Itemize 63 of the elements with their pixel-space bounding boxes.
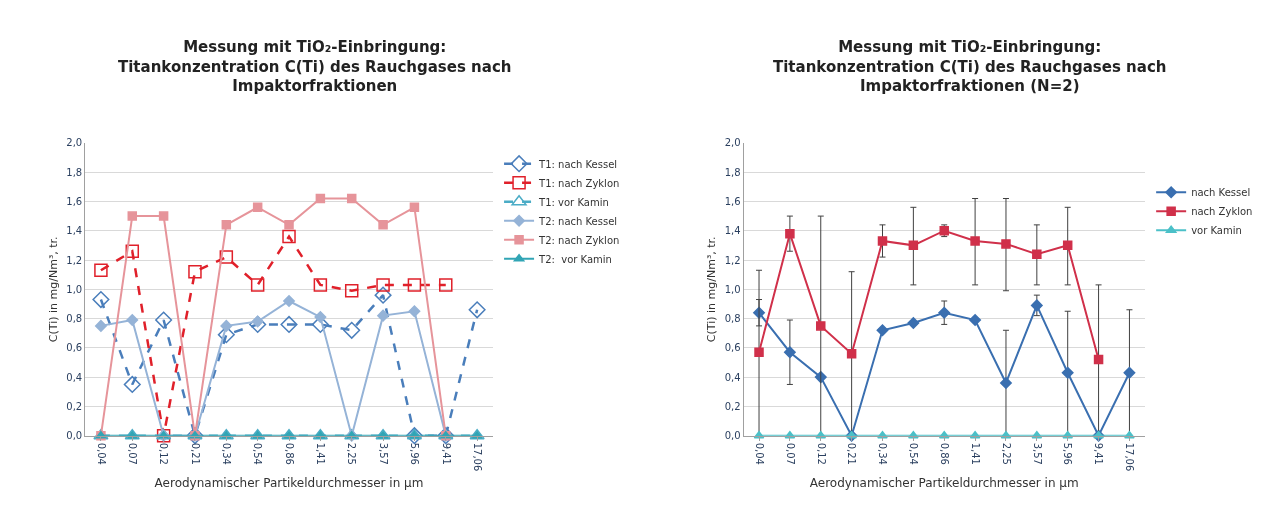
x-tick-label: 0,12 — [815, 442, 827, 465]
x-tick-label: 0,54 — [252, 442, 264, 465]
x-tick-label: 0,07 — [127, 442, 139, 465]
legend-label: T2: nach Zyklon — [538, 234, 620, 246]
y-tick-label: 0,6 — [66, 342, 83, 354]
y-tick-label: 0,6 — [724, 342, 741, 354]
y-tick-label: 0,2 — [724, 400, 741, 412]
x-tick-label: 0,04 — [95, 442, 107, 465]
x-tick-label: 1,41 — [969, 442, 981, 465]
x-tick-label: 0,07 — [784, 442, 796, 465]
y-tick-label: 2,0 — [724, 137, 741, 149]
y-tick-label: 0,0 — [724, 430, 741, 442]
y-tick-label: 2,0 — [66, 137, 83, 149]
legend-label: nach Kessel — [1191, 187, 1251, 199]
y-tick-label: 1,8 — [66, 166, 83, 178]
x-tick-label: 17,06 — [471, 442, 483, 472]
x-tick-label: 0,34 — [221, 442, 233, 465]
y-tick-label: 1,2 — [66, 254, 83, 266]
y-tick-label: 0,4 — [724, 371, 741, 383]
x-tick-label: 9,41 — [440, 442, 452, 465]
legend-label: T1: nach Kessel — [538, 158, 618, 170]
y-tick-label: 0,8 — [66, 313, 83, 325]
y-tick-label: 1,8 — [724, 166, 741, 178]
y-tick-label: 0,8 — [724, 313, 741, 325]
x-tick-label: 0,04 — [753, 442, 765, 465]
x-tick-label: 3,57 — [1031, 442, 1043, 465]
y-tick-label: 1,0 — [66, 283, 83, 295]
y-tick-label: 1,0 — [724, 283, 741, 295]
y-tick-label: 0,4 — [66, 371, 83, 383]
x-tick-label: 2,25 — [1000, 442, 1012, 465]
x-axis-title: Aerodynamischer Partikeldurchmesser in µm — [809, 476, 1079, 491]
x-tick-label: 9,41 — [1093, 442, 1105, 465]
x-tick-label: 0,12 — [158, 442, 170, 465]
y-tick-label: 0,0 — [66, 430, 83, 442]
x-tick-label: 0,21 — [189, 442, 201, 465]
x-tick-label: 0,86 — [938, 442, 950, 465]
legend-label: nach Zyklon — [1191, 206, 1253, 218]
x-tick-label: 17,06 — [1124, 442, 1136, 472]
chart-title: Messung mit TiO₂-Einbringung: Titankonzentration C(Ti) des Rauchgases nach Impaktorfraktionen (N=2) — [773, 38, 1167, 95]
chart-title: Messung mit TiO₂-Einbringung: Titankonzentration C(Ti) des Rauchgases nach Impaktorfraktionen — [118, 38, 512, 95]
y-tick-label: 1,6 — [724, 195, 741, 207]
legend-label: T1: vor Kamin — [538, 196, 609, 208]
x-tick-label: 3,57 — [377, 442, 389, 465]
x-tick-label: 0,86 — [283, 442, 295, 465]
y-tick-label: 1,4 — [724, 225, 741, 237]
legend-label: T1: nach Zyklon — [538, 177, 620, 189]
legend-label: vor Kamin — [1191, 225, 1242, 237]
y-axis-title: C(Ti) in mg/Nm³, tr. — [705, 236, 719, 343]
x-tick-label: 5,96 — [409, 442, 421, 465]
x-tick-label: 0,34 — [877, 442, 889, 465]
y-tick-label: 1,6 — [66, 195, 83, 207]
x-tick-label: 1,41 — [315, 442, 327, 465]
x-tick-label: 0,54 — [908, 442, 920, 465]
x-tick-label: 0,21 — [846, 442, 858, 465]
legend-label: T2: nach Kessel — [538, 215, 618, 227]
x-tick-label: 2,25 — [346, 442, 358, 465]
y-tick-label: 1,4 — [66, 225, 83, 237]
y-axis-title: C(Ti) in mg/Nm³, tr. — [46, 236, 60, 343]
x-tick-label: 5,96 — [1062, 442, 1074, 465]
y-tick-label: 0,2 — [66, 400, 83, 412]
x-axis-title: Aerodynamischer Partikeldurchmesser in µm — [154, 476, 424, 491]
y-tick-label: 1,2 — [724, 254, 741, 266]
legend-label: T2: vor Kamin — [538, 253, 612, 265]
